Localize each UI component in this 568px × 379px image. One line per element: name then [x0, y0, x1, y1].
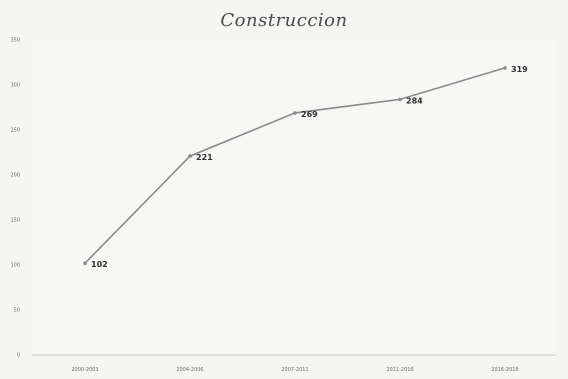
data-label: 102 — [91, 260, 108, 269]
y-tick-label: 200 — [10, 173, 20, 179]
x-tick-label: 2004-2006 — [176, 367, 203, 373]
y-tick-label: 300 — [10, 83, 20, 89]
data-label: 221 — [196, 153, 213, 162]
x-tick-label: 2011-2016 — [386, 367, 413, 373]
y-tick-label: 0 — [17, 353, 20, 359]
data-point — [503, 66, 507, 70]
data-point — [188, 154, 192, 158]
y-tick-label: 150 — [10, 218, 20, 224]
x-tick-label: 2007-2011 — [281, 367, 308, 373]
y-tick-label: 100 — [10, 263, 20, 269]
x-tick-label: 2016-2019 — [491, 367, 518, 373]
y-tick-label: 250 — [10, 128, 20, 134]
x-axis-ticks: 2000-2003 2004-2006 2007-2011 2011-2016 2016… — [71, 367, 518, 373]
data-labels: 102 221 269 284 319 — [91, 65, 528, 269]
data-label: 319 — [511, 65, 528, 74]
data-label: 269 — [301, 110, 318, 119]
data-point — [293, 111, 297, 115]
data-points — [83, 66, 507, 266]
chart-title: Construccion — [220, 10, 348, 31]
plot-area — [32, 40, 556, 355]
data-point — [83, 261, 87, 266]
x-tick-label: 2000-2003 — [71, 367, 98, 373]
y-tick-label: 350 — [10, 38, 20, 44]
data-label: 284 — [406, 96, 423, 105]
data-point — [398, 97, 402, 102]
y-axis-ticks: 0 50 100 150 200 250 300 350 — [10, 38, 20, 359]
y-tick-label: 50 — [14, 308, 20, 314]
